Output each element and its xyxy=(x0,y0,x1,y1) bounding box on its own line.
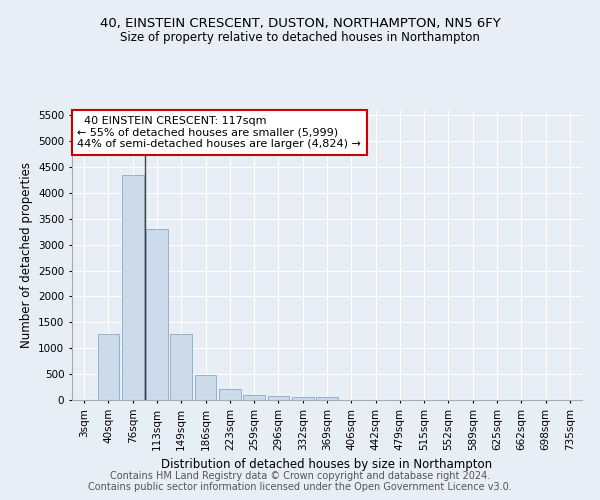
Bar xyxy=(219,388,241,400)
Bar xyxy=(243,395,265,400)
Bar xyxy=(146,229,168,400)
Text: Size of property relative to detached houses in Northampton: Size of property relative to detached ho… xyxy=(120,31,480,44)
Bar xyxy=(316,397,338,400)
Bar xyxy=(292,397,314,400)
Text: Contains public sector information licensed under the Open Government Licence v3: Contains public sector information licen… xyxy=(88,482,512,492)
Bar xyxy=(122,176,143,400)
Text: Contains HM Land Registry data © Crown copyright and database right 2024.: Contains HM Land Registry data © Crown c… xyxy=(110,471,490,481)
Bar xyxy=(268,396,289,400)
Text: 40, EINSTEIN CRESCENT, DUSTON, NORTHAMPTON, NN5 6FY: 40, EINSTEIN CRESCENT, DUSTON, NORTHAMPT… xyxy=(100,18,500,30)
X-axis label: Distribution of detached houses by size in Northampton: Distribution of detached houses by size … xyxy=(161,458,493,471)
Y-axis label: Number of detached properties: Number of detached properties xyxy=(20,162,32,348)
Bar xyxy=(170,334,192,400)
Bar xyxy=(194,374,217,400)
Bar xyxy=(97,334,119,400)
Text: 40 EINSTEIN CRESCENT: 117sqm
← 55% of detached houses are smaller (5,999)
44% of: 40 EINSTEIN CRESCENT: 117sqm ← 55% of de… xyxy=(77,116,361,149)
